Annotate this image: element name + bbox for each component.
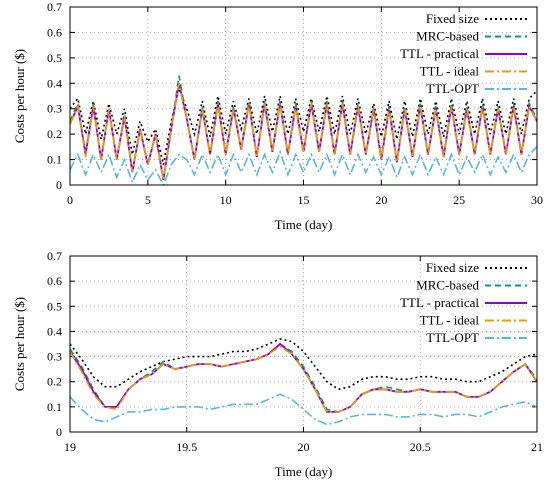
y-tick-label: 0.3 (47, 350, 62, 364)
x-tick-label: 20.5 (410, 440, 431, 454)
plot-frame (69, 6, 538, 186)
legend-label-ttl-ideal: TTL - ideal (420, 64, 480, 79)
y-tick-label: 0.2 (47, 127, 62, 141)
legend: Fixed size MRC-based TTL - practical TTL - … (400, 260, 527, 345)
legend-label-fixed: Fixed size (426, 260, 479, 275)
y-tick-label: 0.5 (47, 299, 62, 313)
series-line-mrc (70, 343, 537, 413)
y-tick-label: 0.6 (47, 274, 62, 288)
series-line-ttl-ideal (70, 345, 537, 413)
y-tick-label: 0.7 (47, 249, 62, 263)
y-tick-label: 0.3 (47, 102, 62, 116)
x-tick-label: 21 (531, 440, 543, 454)
y-tick-label: 0.1 (47, 400, 62, 414)
y-tick-label: 0.7 (47, 0, 62, 14)
x-tick-label: 15 (298, 193, 310, 207)
x-tick-label: 0 (67, 193, 73, 207)
x-tick-label: 25 (453, 193, 465, 207)
legend-label-mrc: MRC-based (416, 278, 479, 293)
chart-panel-2: 0 0.1 0.2 0.3 0.4 0.5 0.6 0.7 19 19.5 20 20.5 21 Time… (12, 249, 543, 479)
legend-label-fixed: Fixed size (426, 11, 479, 26)
x-tick-label: 19.5 (176, 440, 197, 454)
legend: Fixed size MRC-based TTL - practical TTL - … (400, 11, 527, 96)
y-tick-label: 0 (56, 425, 62, 439)
y-tick-label: 0.1 (47, 153, 62, 167)
legend-label-ttl-ideal: TTL - ideal (420, 313, 480, 328)
series-line-ttl-practical (70, 342, 537, 413)
x-tick-label: 5 (145, 193, 151, 207)
y-axis-label: Costs per hour ($) (12, 297, 27, 391)
y-axis-label: Costs per hour ($) (12, 49, 27, 143)
y-tick-label: 0.2 (47, 375, 62, 389)
legend-label-ttl-opt: TTL-OPT (426, 330, 479, 345)
legend-label-ttl-opt: TTL-OPT (426, 81, 479, 96)
legend-label-ttl-practical: TTL - practical (400, 295, 479, 310)
y-tick-label: 0.4 (47, 76, 62, 90)
y-tick-label: 0 (56, 178, 62, 192)
legend-label-mrc: MRC-based (416, 29, 479, 44)
chart-panel-1: 0 0.1 0.2 0.3 0.4 0.5 0.6 0.7 0 5 10 15 20 25 30 Time (… (12, 0, 543, 232)
x-tick-label: 20 (298, 440, 310, 454)
x-tick-label: 19 (64, 440, 76, 454)
series-line-ttl-opt (70, 393, 537, 426)
x-tick-label: 10 (220, 193, 232, 207)
y-tick-label: 0.4 (47, 324, 62, 338)
legend-label-ttl-practical: TTL - practical (400, 46, 479, 61)
x-axis-label: Time (day) (275, 464, 333, 479)
x-axis-label: Time (day) (275, 217, 333, 232)
series-line-fixed (70, 85, 537, 165)
series-line-ttl-ideal (70, 83, 537, 181)
y-tick-label: 0.6 (47, 25, 62, 39)
plot-frame (69, 255, 538, 433)
y-tick-label: 0.5 (47, 51, 62, 65)
x-tick-label: 30 (531, 193, 543, 207)
x-tick-label: 20 (375, 193, 387, 207)
